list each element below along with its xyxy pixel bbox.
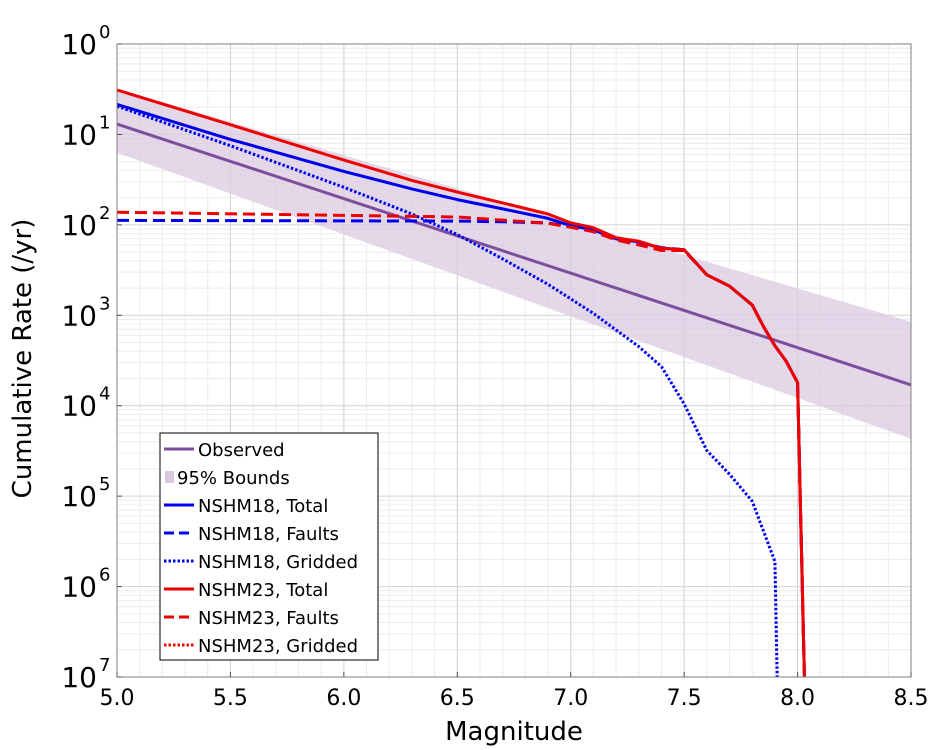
series-layer	[116, 88, 912, 678]
y-tick-label: 10 0	[61, 22, 110, 61]
y-tick-label: 10 6	[61, 565, 110, 604]
legend-label: NSHM18, Total	[198, 496, 328, 517]
y-tick-exponent: 5	[99, 474, 110, 495]
y-tick-base: 10	[61, 390, 97, 423]
legend-item-observed: Observed	[164, 440, 285, 461]
y-tick-exponent: 0	[99, 22, 110, 43]
y-axis-label: Cumulative Rate (/yr)	[8, 219, 38, 499]
legend-label: Observed	[198, 440, 285, 461]
series-nshm23-faults	[116, 210, 806, 678]
x-tick-label: 8.5	[894, 686, 929, 711]
legend-item-nshm18-total: NSHM18, Total	[164, 496, 328, 517]
series-observed	[116, 122, 912, 387]
y-tick-exponent: 1	[99, 112, 110, 133]
legend-item-nshm23-faults: NSHM23, Faults	[164, 608, 339, 629]
y-tick-base: 10	[61, 480, 97, 513]
legend-swatch	[165, 471, 174, 483]
x-tick-label: 6.0	[326, 686, 361, 711]
legend: Observed 95% Bounds NSHM18, Total NSHM18, F…	[159, 432, 379, 661]
y-tick-label: 10 4	[61, 384, 110, 423]
x-axis-label: Magnitude	[445, 717, 583, 747]
y-tick-base: 10	[61, 28, 97, 61]
series-nshm23-total	[116, 88, 806, 678]
legend-item-95-bounds: 95% Bounds	[165, 468, 290, 489]
y-tick-base: 10	[61, 661, 97, 694]
y-tick-base: 10	[61, 571, 97, 604]
legend-label: NSHM23, Gridded	[198, 636, 358, 657]
x-tick-label: 8.0	[780, 686, 815, 711]
y-tick-label: 10 7	[61, 655, 110, 694]
y-tick-label: 10 2	[61, 203, 110, 242]
legend-label: 95% Bounds	[177, 468, 290, 489]
x-tick-label: 5.5	[213, 686, 248, 711]
legend-item-nshm18-faults: NSHM18, Faults	[164, 524, 339, 545]
legend-item-nshm23-total: NSHM23, Total	[164, 580, 328, 601]
legend-label: NSHM23, Total	[198, 580, 328, 601]
x-axis-ticks: 5.0 5.5 6.0 6.5 7.0 7.5 8.0 8.5	[100, 672, 929, 711]
y-tick-base: 10	[61, 209, 97, 242]
x-tick-label: 7.5	[667, 686, 702, 711]
y-tick-exponent: 4	[99, 384, 110, 405]
y-tick-label: 10 3	[61, 293, 110, 332]
x-tick-label: 7.0	[553, 686, 588, 711]
legend-frame	[159, 432, 379, 661]
y-tick-base: 10	[61, 299, 97, 332]
x-tick-label: 6.5	[440, 686, 475, 711]
series-nshm18-gridded	[116, 104, 779, 678]
y-tick-label: 10 1	[61, 112, 110, 151]
x-tick-label: 5.0	[100, 686, 135, 711]
y-tick-label: 10 5	[61, 474, 110, 513]
plot-area-frame	[116, 43, 912, 678]
legend-item-nshm23-gridded: NSHM23, Gridded	[164, 636, 358, 657]
y-tick-exponent: 7	[99, 655, 110, 676]
y-tick-exponent: 2	[99, 203, 110, 224]
legend-item-nshm18-gridded: NSHM18, Gridded	[164, 552, 358, 573]
legend-label: NSHM18, Gridded	[198, 552, 358, 573]
legend-label: NSHM23, Faults	[198, 608, 339, 629]
legend-label: NSHM18, Faults	[198, 524, 339, 545]
y-tick-base: 10	[61, 118, 97, 151]
y-tick-exponent: 3	[99, 293, 110, 314]
y-tick-exponent: 6	[99, 565, 110, 586]
